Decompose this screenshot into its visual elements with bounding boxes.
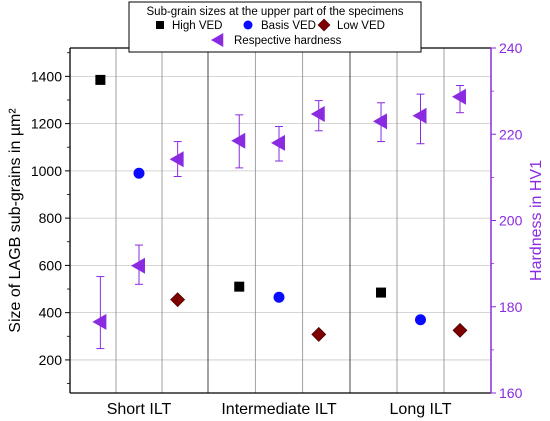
y-right-tick-label: 180 bbox=[499, 299, 523, 315]
y-right-tick-label: 200 bbox=[499, 213, 523, 229]
point-hardness bbox=[373, 113, 388, 130]
point-hardness bbox=[92, 313, 107, 330]
legend-box bbox=[128, 1, 422, 53]
point-low bbox=[452, 322, 468, 338]
point-hardness bbox=[412, 107, 427, 124]
point-hardness bbox=[451, 88, 466, 105]
y-left-tick-label: 1200 bbox=[31, 116, 62, 132]
x-category-label: Long ILT bbox=[390, 401, 452, 418]
point-high bbox=[95, 74, 106, 85]
legend-label-low: Low VED bbox=[337, 20, 385, 32]
point-high bbox=[234, 281, 245, 292]
y-right-tick-label: 240 bbox=[499, 40, 523, 56]
point-basis bbox=[415, 314, 426, 326]
point-low bbox=[170, 292, 186, 308]
legend-label-high: High VED bbox=[172, 20, 223, 32]
y-right-tick-label: 160 bbox=[499, 385, 523, 401]
axis-labels: Size of LAGB sub-grains in µm² Hardness … bbox=[7, 108, 545, 333]
y-axis-left-title: Size of LAGB sub-grains in µm² bbox=[7, 108, 24, 333]
legend: Sub-grain sizes at the upper part of the… bbox=[128, 1, 422, 53]
legend-marker-high bbox=[156, 21, 164, 29]
legend-label-hardness: Respective hardness bbox=[234, 35, 342, 47]
legend-marker-basis bbox=[243, 20, 253, 30]
point-basis bbox=[273, 291, 285, 303]
data-marks bbox=[92, 74, 468, 350]
point-high bbox=[376, 287, 387, 298]
point-hardness bbox=[271, 134, 285, 151]
y-axis-right-title: Hardness in HV1 bbox=[528, 160, 545, 281]
y-left-tick-label: 1400 bbox=[31, 68, 62, 84]
point-hardness bbox=[310, 105, 325, 122]
legend-marker-hardness bbox=[211, 33, 224, 47]
x-category-label: Short ILT bbox=[107, 401, 172, 418]
legend-marker-low bbox=[317, 18, 331, 32]
point-hardness bbox=[131, 257, 145, 274]
legend-label-basis: Basis VED bbox=[261, 20, 316, 32]
y-left-tick-label: 1000 bbox=[31, 163, 62, 179]
x-category-label: Intermediate ILT bbox=[221, 401, 337, 418]
point-basis bbox=[133, 167, 145, 179]
y-left-tick-label: 800 bbox=[39, 210, 63, 226]
y-left-tick-label: 200 bbox=[39, 352, 63, 368]
point-hardness bbox=[169, 151, 184, 168]
y-left-tick-label: 600 bbox=[39, 257, 63, 273]
y-left-tick-label: 400 bbox=[39, 305, 63, 321]
point-low bbox=[311, 326, 327, 342]
plot-background bbox=[70, 48, 491, 393]
grid-lines bbox=[70, 48, 491, 393]
legend-title: Sub-grain sizes at the upper part of the… bbox=[147, 6, 404, 18]
point-hardness bbox=[231, 132, 246, 149]
y-right-tick-label: 220 bbox=[499, 126, 523, 142]
